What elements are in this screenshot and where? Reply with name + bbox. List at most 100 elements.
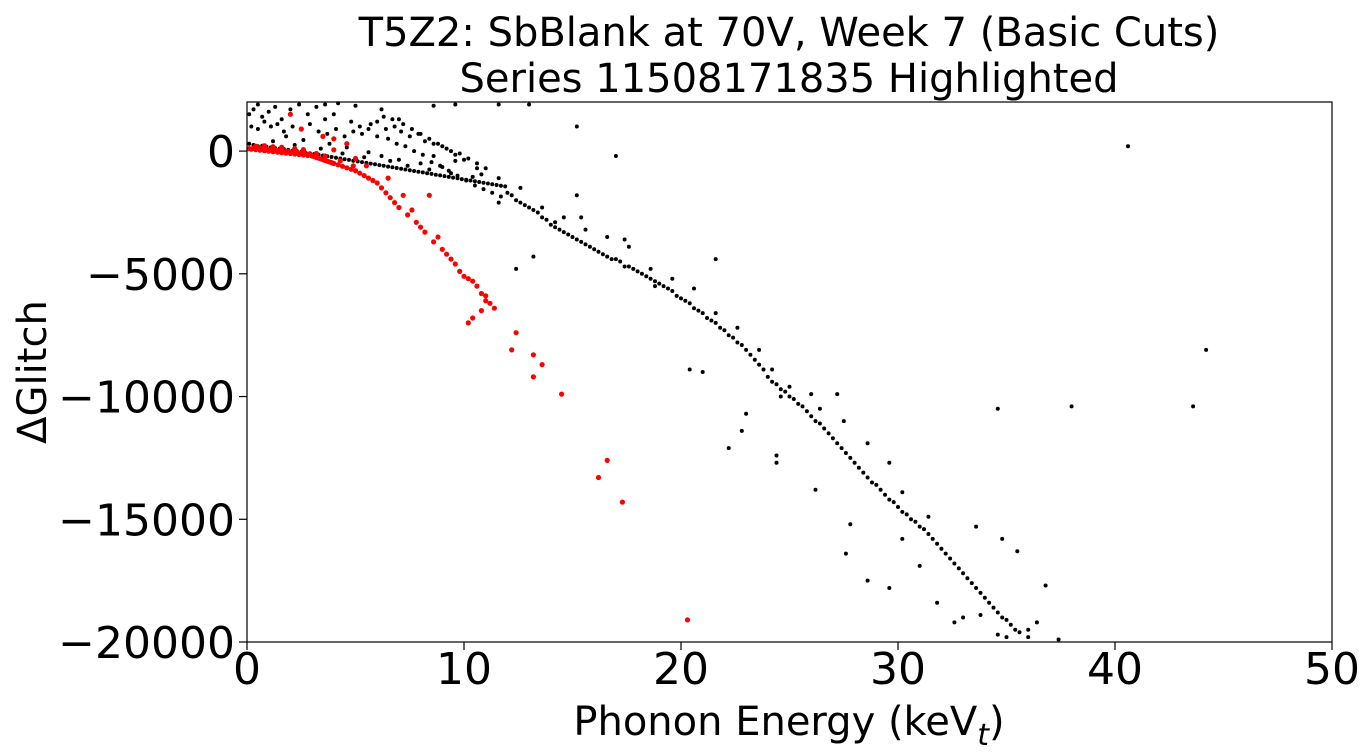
highlighted-point-94 <box>292 146 298 152</box>
data-point-193 <box>709 318 714 323</box>
highlighted-point-73 <box>530 374 537 380</box>
data-point-289 <box>431 154 436 158</box>
x-tick-label: 30 <box>870 644 926 695</box>
data-point-186 <box>731 335 736 340</box>
data-point-56 <box>436 141 440 146</box>
data-point-80 <box>334 155 338 160</box>
data-point-38 <box>392 124 397 129</box>
data-point-114 <box>481 180 486 185</box>
data-point-113 <box>477 180 482 184</box>
data-point-206 <box>817 421 822 426</box>
data-point-48 <box>475 161 479 166</box>
highlighted-point-92 <box>270 144 276 150</box>
data-point-288 <box>453 158 458 163</box>
data-point-180 <box>679 296 683 301</box>
data-point-294 <box>774 453 779 458</box>
highlighted-point-107 <box>478 290 484 297</box>
data-point-349 <box>498 194 503 199</box>
data-point-245 <box>982 595 987 600</box>
data-point-231 <box>865 475 870 480</box>
data-point-13 <box>353 103 358 108</box>
highlighted-point-86 <box>352 155 359 162</box>
data-point-213 <box>796 401 801 406</box>
data-point-211 <box>778 387 783 392</box>
data-point-218 <box>839 446 844 451</box>
data-point-315 <box>531 254 536 259</box>
y-tick-label: −20000 <box>58 618 235 669</box>
highlighted-point-105 <box>461 273 467 279</box>
x-tick-label: 40 <box>1087 644 1143 695</box>
data-point-31 <box>334 127 338 131</box>
data-point-123 <box>340 151 345 156</box>
data-point-82 <box>342 157 347 162</box>
data-point-216 <box>822 426 827 431</box>
data-point-230 <box>856 465 861 470</box>
data-point-300 <box>887 586 892 590</box>
data-point-104 <box>438 173 443 178</box>
data-point-322 <box>1204 347 1209 352</box>
data-point-7 <box>288 107 293 112</box>
data-point-151 <box>518 200 523 205</box>
data-point-313 <box>622 237 627 242</box>
data-point-326 <box>995 406 1000 411</box>
data-point-175 <box>639 271 644 276</box>
data-point-188 <box>748 352 753 357</box>
data-point-174 <box>631 266 636 271</box>
data-point-105 <box>442 174 447 179</box>
data-point-191 <box>692 306 696 311</box>
highlighted-point-54 <box>396 204 402 211</box>
data-point-236 <box>909 517 913 522</box>
data-point-307 <box>995 632 1000 637</box>
data-point-323 <box>1126 144 1130 149</box>
data-point-255 <box>987 600 992 605</box>
x-tick-label: 20 <box>653 644 709 695</box>
data-point-306 <box>978 613 983 617</box>
data-point-95 <box>399 166 404 171</box>
data-point-333 <box>357 124 362 129</box>
data-point-19 <box>527 102 532 107</box>
highlighted-point-56 <box>413 219 419 225</box>
data-point-106 <box>446 174 451 179</box>
data-point-290 <box>713 257 718 262</box>
data-point-44 <box>440 144 445 149</box>
data-point-131 <box>301 138 306 142</box>
data-point-86 <box>360 160 364 165</box>
data-point-116 <box>490 182 495 187</box>
highlighted-point-49 <box>374 180 380 186</box>
data-point-342 <box>438 163 443 168</box>
data-point-14 <box>379 107 384 112</box>
data-point-177 <box>657 281 662 286</box>
data-point-232 <box>874 482 879 487</box>
data-point-139 <box>479 172 484 177</box>
data-point-241 <box>948 556 953 561</box>
data-point-115 <box>485 181 490 186</box>
highlighted-point-93 <box>279 144 285 150</box>
data-point-43 <box>431 141 436 146</box>
data-point-195 <box>726 333 731 338</box>
data-point-196 <box>735 340 740 345</box>
data-point-9 <box>305 112 310 117</box>
data-point-254 <box>978 590 983 595</box>
highlighted-point-98 <box>337 158 343 164</box>
data-point-11 <box>323 102 328 107</box>
data-point-89 <box>373 162 377 167</box>
highlighted-point-85 <box>331 147 337 153</box>
data-point-125 <box>388 158 393 163</box>
data-point-179 <box>674 293 679 298</box>
data-point-276 <box>713 311 718 316</box>
data-point-248 <box>1008 622 1013 627</box>
data-point-329 <box>778 394 783 399</box>
data-point-166 <box>644 274 649 279</box>
data-point-228 <box>922 527 926 532</box>
data-point-96 <box>403 167 408 172</box>
data-point-169 <box>670 289 675 293</box>
data-point-111 <box>468 178 473 183</box>
data-point-122 <box>318 146 323 151</box>
highlighted-point-69 <box>513 330 519 336</box>
data-point-239 <box>935 541 940 546</box>
highlighted-point-78 <box>684 617 691 623</box>
data-point-265 <box>974 524 979 529</box>
data-point-263 <box>1015 549 1020 554</box>
data-point-165 <box>635 269 640 274</box>
